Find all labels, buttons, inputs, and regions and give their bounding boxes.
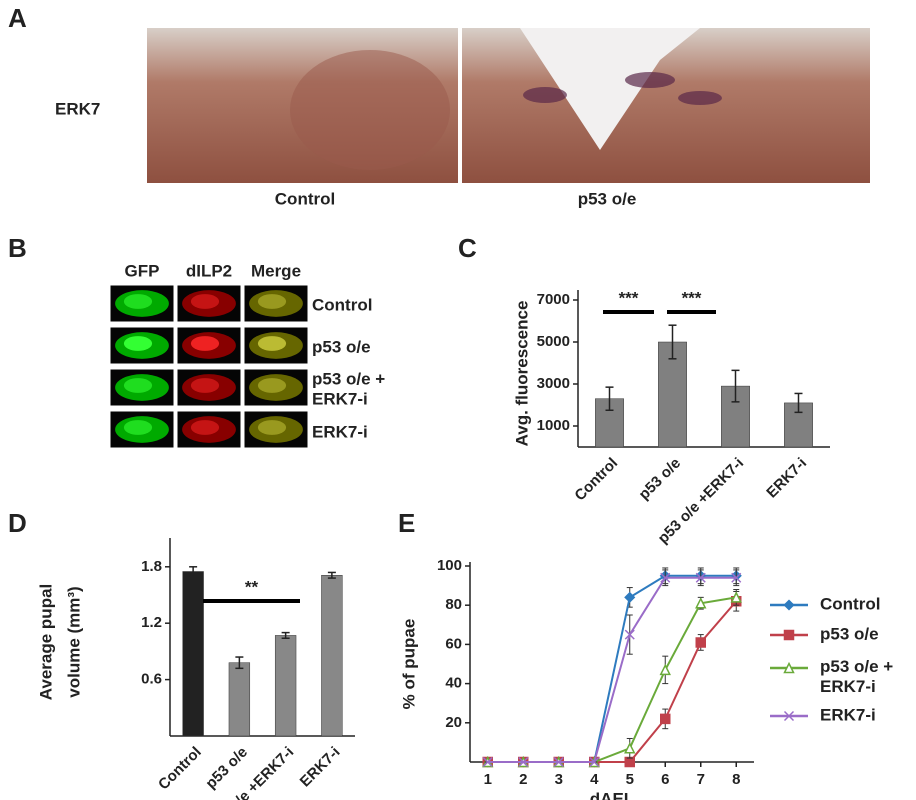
x-tick-label: 4 bbox=[590, 771, 599, 788]
marker bbox=[695, 597, 707, 609]
panel-label: E bbox=[398, 508, 415, 538]
row-label: ERK7-i bbox=[312, 422, 368, 441]
x-tick-label: p53 o/e bbox=[636, 455, 685, 504]
legend-label-line: p53 o/e + bbox=[820, 657, 893, 676]
marker bbox=[660, 572, 671, 583]
x-tick-label: 1 bbox=[484, 771, 492, 788]
x-tick-label: 6 bbox=[661, 771, 669, 788]
y-tick-label: 3000 bbox=[537, 375, 570, 392]
legend-label: ERK7-i bbox=[820, 705, 876, 724]
y-tick-label: 7000 bbox=[537, 291, 570, 308]
stain bbox=[523, 87, 567, 103]
marker bbox=[783, 710, 795, 722]
x-axis-label: dAEL bbox=[590, 789, 634, 800]
tissue bbox=[123, 294, 153, 309]
tissue bbox=[123, 378, 153, 393]
marker bbox=[695, 572, 706, 583]
y-tick-label: 40 bbox=[445, 675, 462, 692]
gap bbox=[520, 28, 700, 150]
x-tick-label: ERK7-i bbox=[297, 744, 344, 791]
x-tick-label: ERK7-i bbox=[763, 455, 810, 502]
tissue bbox=[190, 378, 220, 393]
stain bbox=[678, 91, 722, 105]
marker bbox=[730, 591, 742, 603]
significance-label: ** bbox=[245, 577, 259, 596]
panel-label: C bbox=[458, 233, 477, 263]
bar bbox=[321, 575, 343, 737]
marker bbox=[783, 599, 795, 611]
tissue bbox=[123, 336, 153, 351]
legend-label: Control bbox=[820, 594, 880, 613]
column-header: GFP bbox=[125, 261, 160, 280]
marker bbox=[660, 713, 671, 725]
marker bbox=[553, 756, 564, 768]
marker bbox=[783, 629, 795, 641]
y-tick-label: 1000 bbox=[537, 417, 570, 434]
tissue bbox=[190, 294, 220, 309]
significance-label: *** bbox=[619, 288, 639, 307]
y-axis-label: % of pupae bbox=[399, 619, 418, 710]
stain bbox=[625, 72, 675, 88]
y-tick-label: 100 bbox=[437, 557, 462, 574]
tissue bbox=[257, 378, 287, 393]
x-tick-label: 5 bbox=[626, 771, 634, 788]
marker bbox=[731, 572, 742, 583]
y-axis-label: Avg. fluorescence bbox=[512, 301, 531, 447]
tissue bbox=[257, 336, 287, 351]
marker bbox=[783, 661, 795, 674]
marker bbox=[695, 637, 706, 648]
tissue bbox=[257, 294, 287, 309]
y-tick-label: 80 bbox=[445, 596, 462, 613]
series-line bbox=[487, 576, 737, 763]
bar bbox=[274, 635, 297, 737]
y-tick-label: 1.8 bbox=[141, 558, 162, 575]
x-tick-label: 8 bbox=[732, 771, 740, 788]
x-tick-label: 3 bbox=[555, 771, 563, 788]
y-axis-label: volume (mm³) bbox=[64, 586, 83, 697]
marker bbox=[659, 663, 671, 676]
y-tick-label: 5000 bbox=[537, 333, 570, 350]
significance-label: *** bbox=[682, 288, 702, 307]
tissue bbox=[190, 336, 220, 351]
x-tick-label: Control bbox=[155, 744, 205, 794]
legend-label: p53 o/e + ERK7-i bbox=[820, 657, 893, 696]
legend-label: p53 o/e bbox=[820, 624, 879, 643]
y-tick-label: 1.2 bbox=[141, 614, 162, 631]
row-label: ERK7-i bbox=[312, 389, 368, 408]
legend-label-line: ERK7-i bbox=[820, 677, 876, 696]
column-header: Merge bbox=[251, 261, 301, 280]
panel-label: A bbox=[8, 3, 27, 33]
column-header: dILP2 bbox=[186, 261, 232, 280]
tissue bbox=[257, 420, 287, 435]
bar bbox=[228, 662, 251, 737]
y-tick-label: 0.6 bbox=[141, 671, 162, 688]
bar bbox=[784, 402, 813, 448]
bar bbox=[182, 571, 204, 737]
y-tick-label: 20 bbox=[445, 714, 462, 731]
tissue bbox=[123, 420, 153, 435]
panel-label: D bbox=[8, 508, 27, 538]
panel-label: B bbox=[8, 233, 27, 263]
column-label: p53 o/e bbox=[578, 189, 637, 208]
marker bbox=[518, 756, 529, 768]
y-tick-label: 60 bbox=[445, 635, 462, 652]
marker bbox=[624, 629, 635, 640]
x-tick-label: Control bbox=[571, 455, 621, 505]
tissue bbox=[290, 50, 450, 170]
x-tick-label: 2 bbox=[519, 771, 527, 788]
marker bbox=[482, 756, 493, 768]
row-label: ERK7 bbox=[55, 99, 100, 118]
row-label: p53 o/e + bbox=[312, 369, 385, 388]
marker bbox=[589, 756, 600, 768]
column-label: Control bbox=[275, 189, 335, 208]
row-label: p53 o/e bbox=[312, 337, 371, 356]
tissue bbox=[190, 420, 220, 435]
y-axis-label: Average pupal bbox=[36, 584, 55, 701]
marker bbox=[624, 756, 635, 768]
x-tick-label: 7 bbox=[697, 771, 705, 788]
marker bbox=[624, 742, 636, 754]
marker bbox=[624, 591, 636, 603]
row-label: Control bbox=[312, 295, 372, 314]
